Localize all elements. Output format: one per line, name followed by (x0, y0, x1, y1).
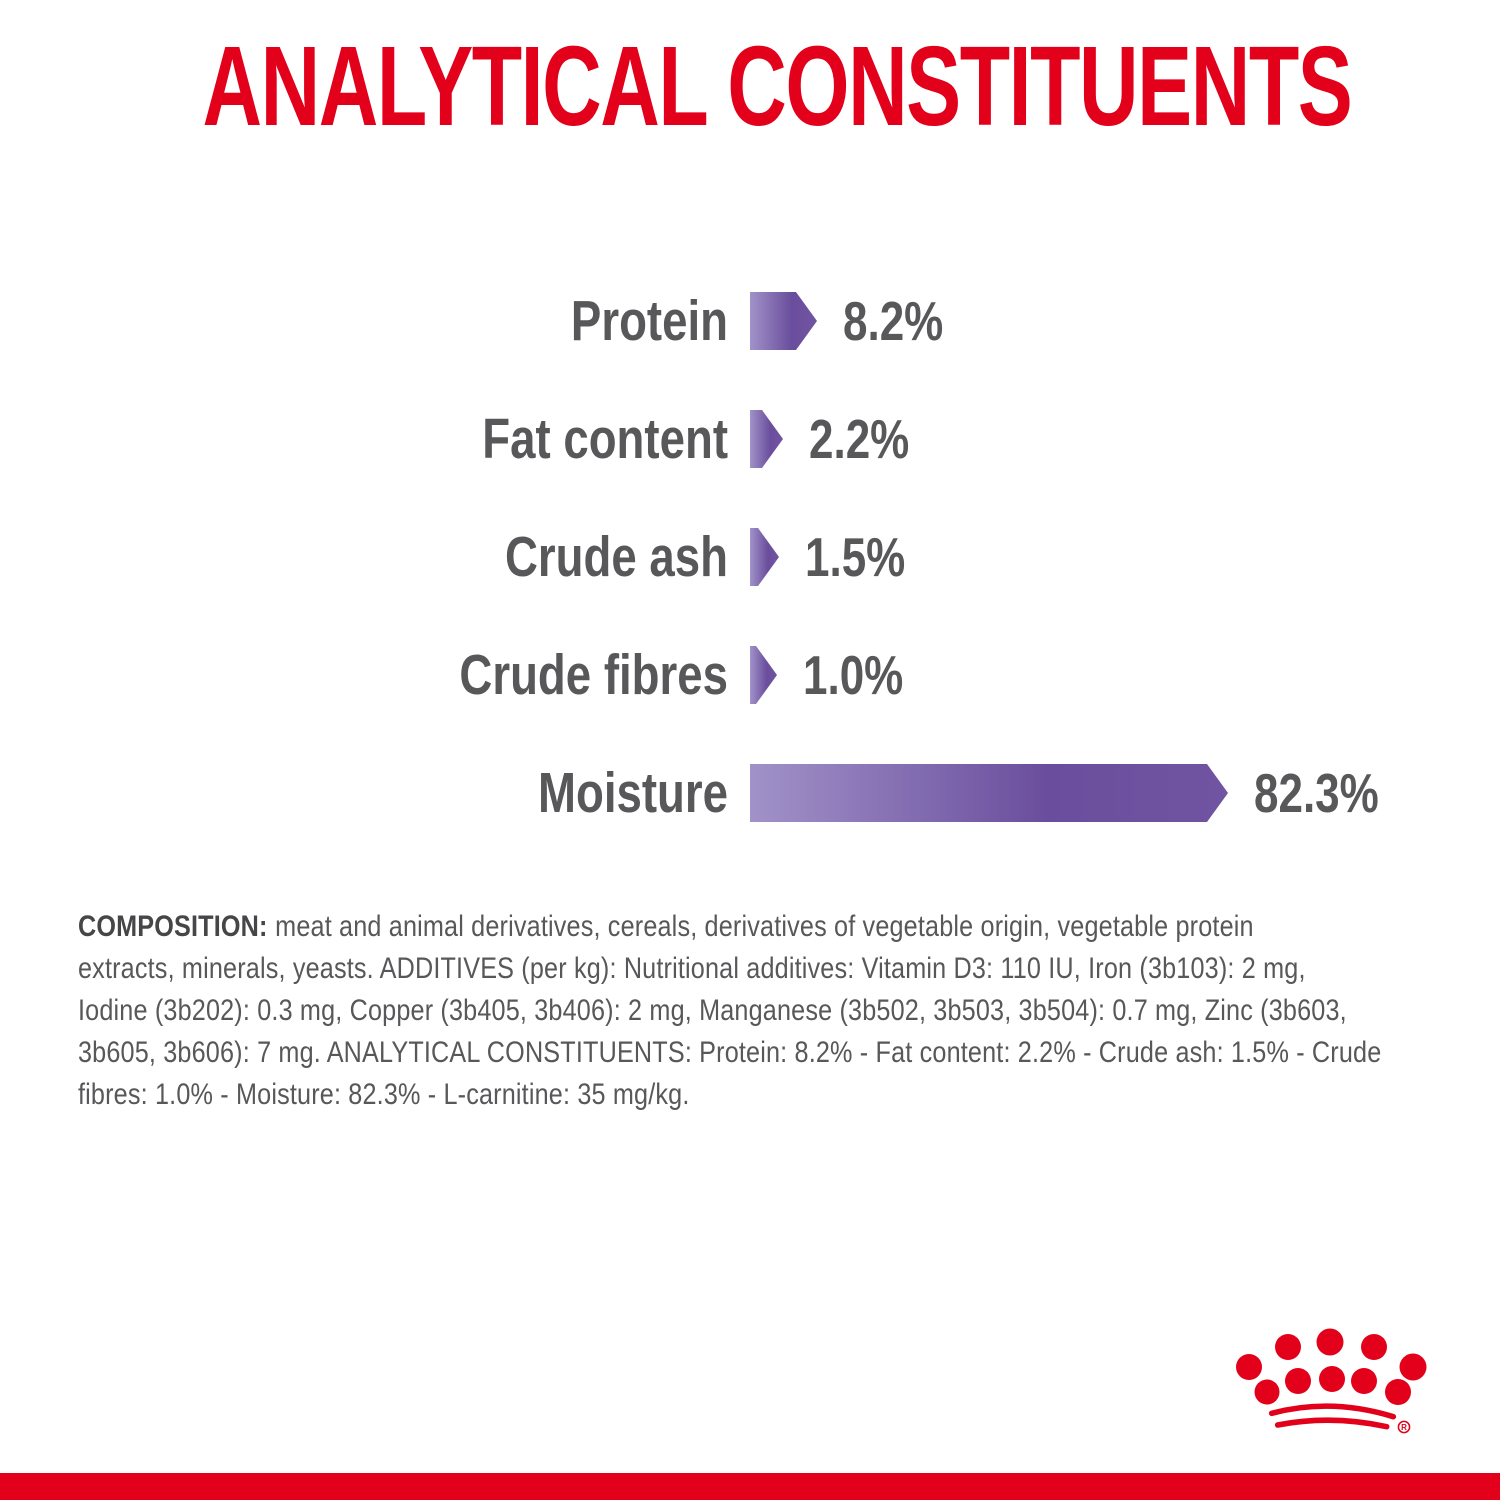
bar-label: Protein (570, 289, 728, 353)
chart-row: Crude ash 1.5% (0, 528, 1500, 586)
bar-label: Crude fibres (459, 643, 728, 707)
bar-value: 1.0% (803, 644, 904, 706)
composition-line: extracts, minerals, yeasts. ADDITIVES (p… (78, 952, 1306, 985)
bar-value: 2.2% (809, 408, 910, 470)
composition-line: Iodine (3b202): 0.3 mg, Copper (3b405, 3… (78, 994, 1347, 1027)
bar-label: Fat content (482, 407, 728, 471)
chart-row: Protein 8.2% (0, 292, 1500, 350)
crown-dots (1236, 1328, 1427, 1405)
composition-text: COMPOSITION: meat and animal derivatives,… (78, 906, 1439, 1116)
composition-line: COMPOSITION: meat and animal derivatives,… (78, 906, 1439, 948)
composition-label: COMPOSITION: (78, 910, 268, 943)
royal-canin-crown-logo: R (1236, 1328, 1427, 1434)
bar (750, 764, 1228, 822)
constituents-chart: Protein 8.2% Fat content 2.2% Crude ash 1.5% C… (0, 292, 1500, 822)
registered-trademark-icon: R (1397, 1420, 1411, 1434)
chart-row: Moisture 82.3% (0, 764, 1500, 822)
svg-text:R: R (1401, 1423, 1407, 1432)
chart-row: Crude fibres 1.0% (0, 646, 1500, 704)
page-title: ANALYTICAL CONSTITUENTS (202, 23, 1353, 149)
bar (750, 528, 779, 586)
bar-label: Moisture (537, 761, 728, 825)
bar (750, 292, 817, 350)
composition-line-text: meat and animal derivatives, cereals, de… (275, 910, 1254, 943)
composition-line: 3b605, 3b606): 7 mg. ANALYTICAL CONSTITU… (78, 1036, 1382, 1069)
bar (750, 410, 783, 468)
composition-line: fibres: 1.0% - Moisture: 82.3% - L-carni… (78, 1078, 690, 1111)
bar-value: 1.5% (805, 526, 906, 588)
chart-row: Fat content 2.2% (0, 410, 1500, 468)
crown-arcs (1268, 1403, 1397, 1430)
bar-value: 8.2% (843, 290, 944, 352)
bar-label: Crude ash (504, 525, 728, 589)
footer-bar (0, 1473, 1500, 1500)
bar-value: 82.3% (1254, 762, 1379, 824)
bar (750, 646, 777, 704)
